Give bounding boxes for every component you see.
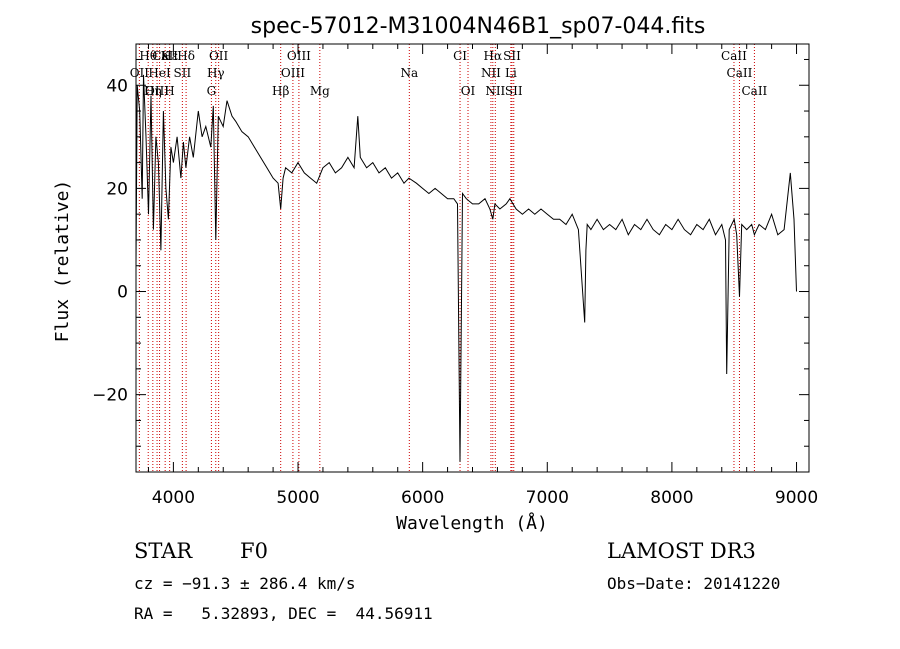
line-label: Hδ bbox=[177, 49, 195, 63]
spectrum-line bbox=[135, 74, 797, 462]
y-tick-label: 20 bbox=[106, 179, 128, 199]
line-label: OII bbox=[130, 66, 150, 80]
line-label: K bbox=[161, 49, 171, 63]
line-label: Mg bbox=[310, 84, 330, 98]
chart-title: spec-57012-M31004N46B1_sp07-044.fits bbox=[251, 14, 706, 39]
line-label: Na bbox=[400, 66, 418, 80]
line-label: Hη bbox=[144, 84, 162, 98]
obs-date: Obs−Date: 20141220 bbox=[607, 574, 781, 593]
line-label: CaII bbox=[741, 84, 767, 98]
line-label: OI bbox=[461, 84, 476, 98]
line-label: CaII bbox=[721, 49, 747, 63]
spectral-subclass: F0 bbox=[240, 539, 268, 563]
y-axis-label: Flux (relative) bbox=[52, 180, 73, 343]
object-class: STAR bbox=[134, 539, 193, 563]
line-label: CaII bbox=[152, 49, 178, 63]
x-axis-label: Wavelength (Å) bbox=[396, 512, 548, 534]
line-label: OII bbox=[209, 49, 229, 63]
line-label: H bbox=[164, 84, 174, 98]
line-label: Li bbox=[505, 66, 517, 80]
line-label: NII bbox=[485, 84, 505, 98]
line-label: Hθ bbox=[139, 49, 157, 63]
y-tick-label: 40 bbox=[106, 76, 128, 96]
x-axis-ticks: 4000 5000 6000 7000 8000 9000 bbox=[147, 44, 818, 508]
survey-name: LAMOST DR3 bbox=[607, 539, 756, 563]
coordinates: RA = 5.32893, DEC = 44.56911 bbox=[134, 604, 433, 623]
cz-value: cz = −91.3 ± 286.4 km/s bbox=[134, 574, 356, 593]
y-tick-label: −20 bbox=[92, 386, 128, 406]
line-label: OIII bbox=[281, 66, 305, 80]
plot-frame bbox=[135, 43, 810, 473]
line-label: NII bbox=[481, 66, 501, 80]
line-label: OIII bbox=[145, 84, 169, 98]
line-markers bbox=[138, 44, 755, 472]
line-label: Hγ bbox=[207, 66, 225, 80]
y-axis-ticks: −20 0 20 40 bbox=[92, 58, 809, 447]
x-tick-label: 6000 bbox=[401, 488, 444, 508]
line-label: CI bbox=[453, 49, 467, 63]
line-label: SII bbox=[505, 84, 523, 98]
x-tick-label: 5000 bbox=[276, 488, 319, 508]
y-tick-label: 0 bbox=[117, 283, 128, 303]
x-tick-label: 4000 bbox=[152, 488, 195, 508]
line-label: SII bbox=[174, 66, 192, 80]
line-label: HeI bbox=[148, 66, 171, 80]
line-label: OIII bbox=[287, 49, 311, 63]
line-label: G bbox=[207, 84, 217, 98]
line-label: Hβ bbox=[272, 84, 289, 98]
line-label: SII bbox=[503, 49, 521, 63]
x-tick-label: 7000 bbox=[526, 488, 569, 508]
line-label: Hα bbox=[484, 49, 503, 63]
x-tick-label: 9000 bbox=[775, 488, 818, 508]
x-tick-label: 8000 bbox=[650, 488, 693, 508]
line-label: CaII bbox=[727, 66, 753, 80]
